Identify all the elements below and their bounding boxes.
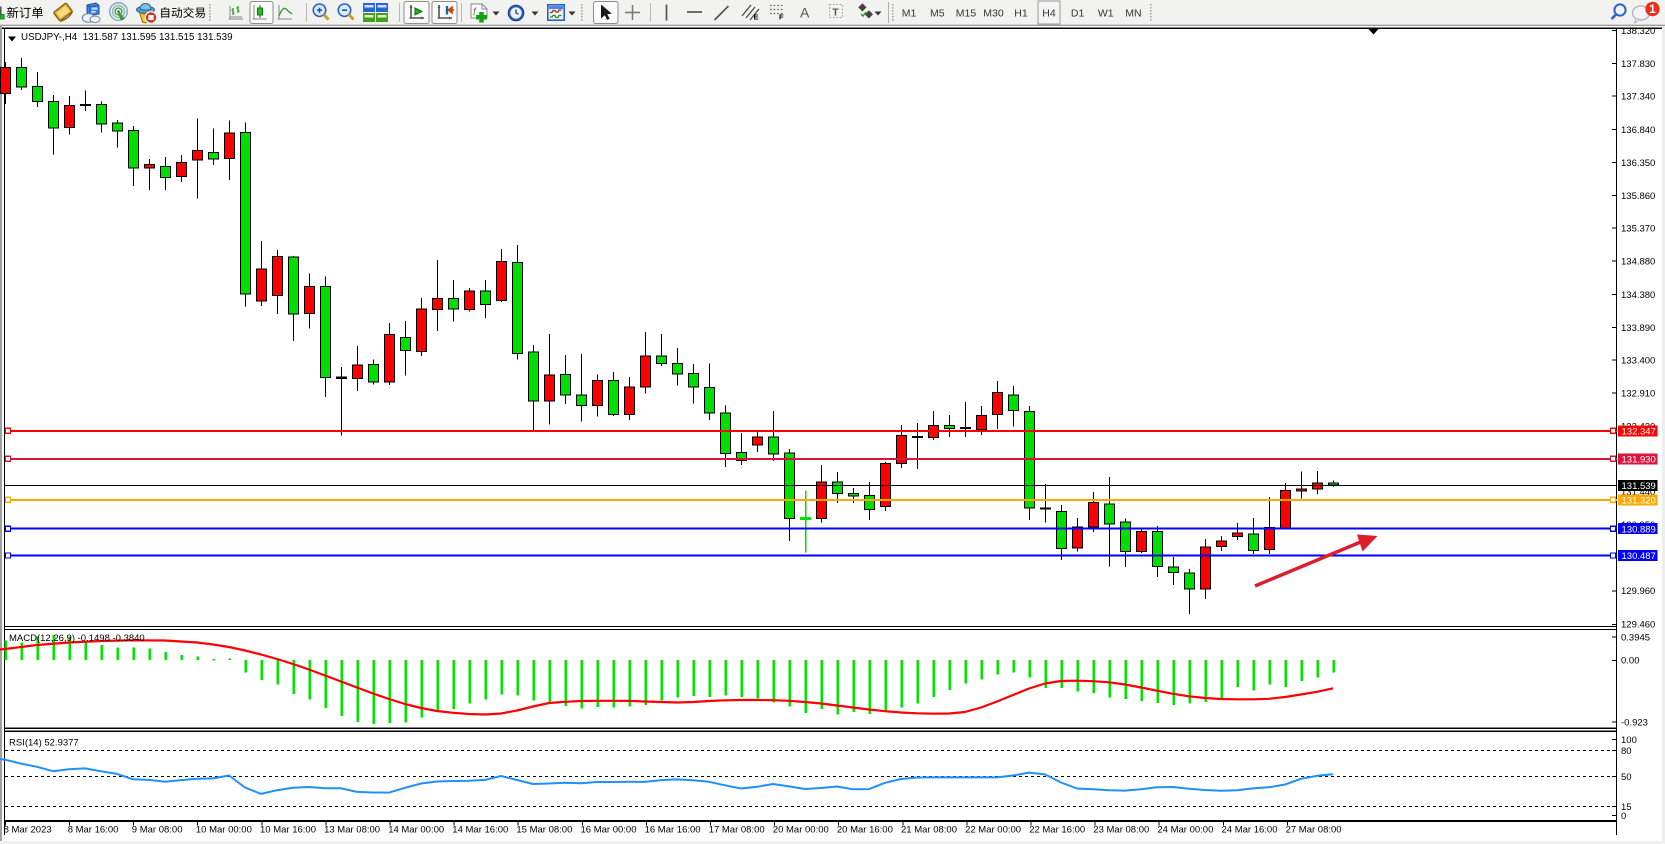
svg-text:20 Mar 00:00: 20 Mar 00:00 [773, 824, 829, 835]
svg-text:135.860: 135.860 [1621, 191, 1655, 202]
svg-text:0.00: 0.00 [1621, 656, 1640, 667]
svg-text:16 Mar 00:00: 16 Mar 00:00 [581, 824, 637, 835]
svg-text:MACD(12,26,9) -0.1498 -0.3840: MACD(12,26,9) -0.1498 -0.3840 [9, 633, 145, 644]
svg-text:f: f [473, 7, 477, 18]
svg-text:MN: MN [1125, 8, 1141, 20]
svg-text:USDJPY-,H4 131.587 131.595 13: USDJPY-,H4 131.587 131.595 131.515 131.5… [21, 32, 233, 43]
svg-text:W1: W1 [1098, 8, 1114, 20]
svg-text:10 Mar 16:00: 10 Mar 16:00 [260, 824, 316, 835]
svg-text:E: E [754, 13, 759, 22]
svg-text:132.910: 132.910 [1621, 389, 1655, 400]
svg-text:14 Mar 00:00: 14 Mar 00:00 [388, 824, 444, 835]
svg-text:23 Mar 08:00: 23 Mar 08:00 [1093, 824, 1149, 835]
svg-text:130.889: 130.889 [1622, 524, 1656, 535]
svg-text:H1: H1 [1014, 8, 1028, 20]
svg-text:8 Mar 16:00: 8 Mar 16:00 [68, 824, 119, 835]
svg-text:20 Mar 16:00: 20 Mar 16:00 [837, 824, 893, 835]
svg-text:13 Mar 08:00: 13 Mar 08:00 [324, 824, 380, 835]
svg-text:M1: M1 [902, 8, 917, 20]
svg-text:M5: M5 [930, 8, 945, 20]
svg-text:136.350: 136.350 [1621, 158, 1655, 169]
svg-text:22 Mar 00:00: 22 Mar 00:00 [965, 824, 1021, 835]
svg-text:50: 50 [1621, 772, 1632, 783]
svg-text:133.890: 133.890 [1621, 323, 1655, 334]
svg-text:132.347: 132.347 [1622, 426, 1656, 437]
svg-text:135.370: 135.370 [1621, 224, 1655, 235]
svg-text:15: 15 [1621, 802, 1632, 813]
svg-text:131.320: 131.320 [1622, 495, 1656, 506]
svg-text:137.830: 137.830 [1621, 59, 1655, 70]
svg-text:D1: D1 [1071, 8, 1085, 20]
svg-text:16 Mar 16:00: 16 Mar 16:00 [645, 824, 701, 835]
svg-text:T: T [832, 7, 839, 19]
svg-text:M15: M15 [956, 8, 977, 20]
svg-text:22 Mar 16:00: 22 Mar 16:00 [1029, 824, 1085, 835]
svg-text:131.539: 131.539 [1622, 481, 1656, 492]
svg-text:9 Mar 08:00: 9 Mar 08:00 [132, 824, 183, 835]
svg-text:RSI(14) 52.9377: RSI(14) 52.9377 [9, 738, 79, 749]
svg-text:F: F [779, 13, 784, 22]
svg-text:129.460: 129.460 [1621, 620, 1655, 631]
svg-text:10 Mar 00:00: 10 Mar 00:00 [196, 824, 252, 835]
svg-text:-0.923: -0.923 [1621, 717, 1648, 728]
svg-text:24 Mar 16:00: 24 Mar 16:00 [1222, 824, 1278, 835]
svg-text:8 Mar 2023: 8 Mar 2023 [4, 824, 52, 835]
svg-text:A: A [800, 5, 810, 21]
svg-text:131.440: 131.440 [1621, 487, 1655, 498]
svg-text:0: 0 [1621, 811, 1626, 822]
svg-text:130.487: 130.487 [1622, 551, 1656, 562]
svg-text:15 Mar 08:00: 15 Mar 08:00 [516, 824, 572, 835]
svg-text:136.840: 136.840 [1621, 125, 1655, 136]
svg-text:27 Mar 08:00: 27 Mar 08:00 [1286, 824, 1342, 835]
svg-text:14 Mar 16:00: 14 Mar 16:00 [452, 824, 508, 835]
svg-text:21 Mar 08:00: 21 Mar 08:00 [901, 824, 957, 835]
svg-text:100: 100 [1621, 735, 1637, 746]
svg-text:138.320: 138.320 [1621, 26, 1655, 37]
svg-text:131.930: 131.930 [1622, 454, 1656, 465]
svg-text:80: 80 [1621, 746, 1632, 757]
svg-text:H4: H4 [1042, 8, 1056, 20]
svg-text:129.960: 129.960 [1621, 586, 1655, 597]
svg-text:134.380: 134.380 [1621, 290, 1655, 301]
svg-text:1: 1 [1649, 4, 1656, 16]
svg-text:133.400: 133.400 [1621, 356, 1655, 367]
svg-text:0.3945: 0.3945 [1621, 632, 1650, 643]
svg-text:17 Mar 08:00: 17 Mar 08:00 [709, 824, 765, 835]
svg-text:24 Mar 00:00: 24 Mar 00:00 [1157, 824, 1213, 835]
svg-text:137.340: 137.340 [1621, 92, 1655, 103]
svg-text:M30: M30 [983, 8, 1004, 20]
svg-text:134.880: 134.880 [1621, 257, 1655, 268]
